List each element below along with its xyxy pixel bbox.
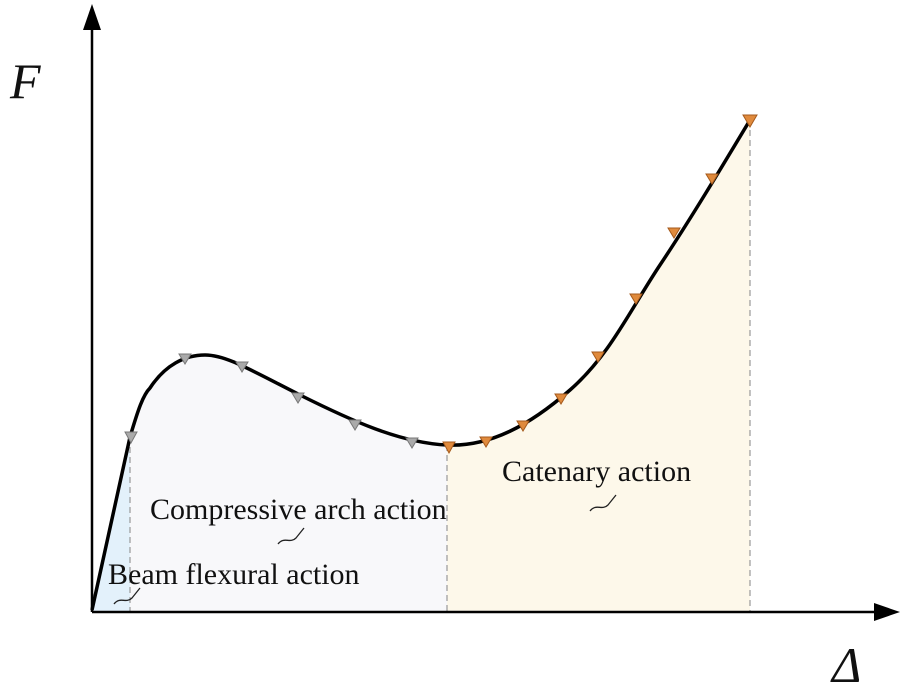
y-arrow <box>83 4 101 30</box>
region-label: Beam flexural action <box>108 558 360 591</box>
curve <box>90 119 752 611</box>
orange-markers <box>442 114 758 455</box>
region-label: Compressive arch action <box>150 493 447 526</box>
x-axis-label: Δ <box>830 637 861 688</box>
region-arch <box>130 355 447 612</box>
region-label: Catenary action <box>502 455 691 488</box>
gray-markers <box>124 353 419 449</box>
dividers <box>129 120 751 612</box>
pointers <box>113 494 617 605</box>
x-arrow <box>874 603 900 621</box>
y-axis-label: F <box>9 53 41 109</box>
region-catenary <box>447 120 750 612</box>
axes <box>90 25 885 614</box>
